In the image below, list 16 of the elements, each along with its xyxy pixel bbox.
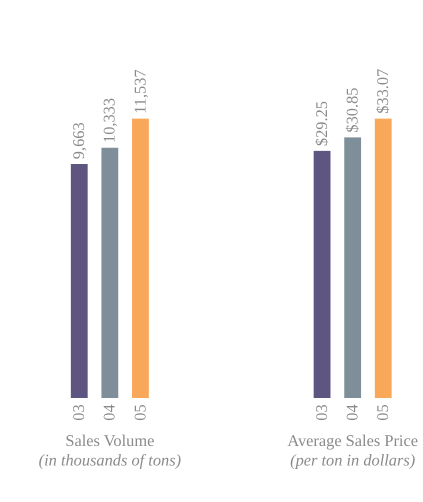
x-tick-label: 04: [342, 404, 362, 421]
text: Average Sales Price: [287, 431, 418, 450]
data-label: $29.25: [312, 101, 331, 146]
text: (per ton in dollars): [290, 450, 416, 470]
text: (in thousands of tons): [38, 450, 182, 470]
data-label: 9,663: [69, 122, 88, 160]
x-tick-label: 03: [312, 404, 331, 421]
x-tick-label: 03: [69, 404, 88, 421]
x-tick-label: 04: [100, 404, 119, 421]
data-label: $33.07: [373, 68, 392, 114]
data-label: $30.85: [342, 88, 362, 133]
x-tick-label: 05: [373, 404, 392, 421]
data-label: 11,537: [130, 69, 150, 114]
data-label: 10,333: [100, 98, 119, 143]
x-tick-label: 05: [130, 404, 150, 421]
text: Sales Volume: [65, 431, 154, 450]
